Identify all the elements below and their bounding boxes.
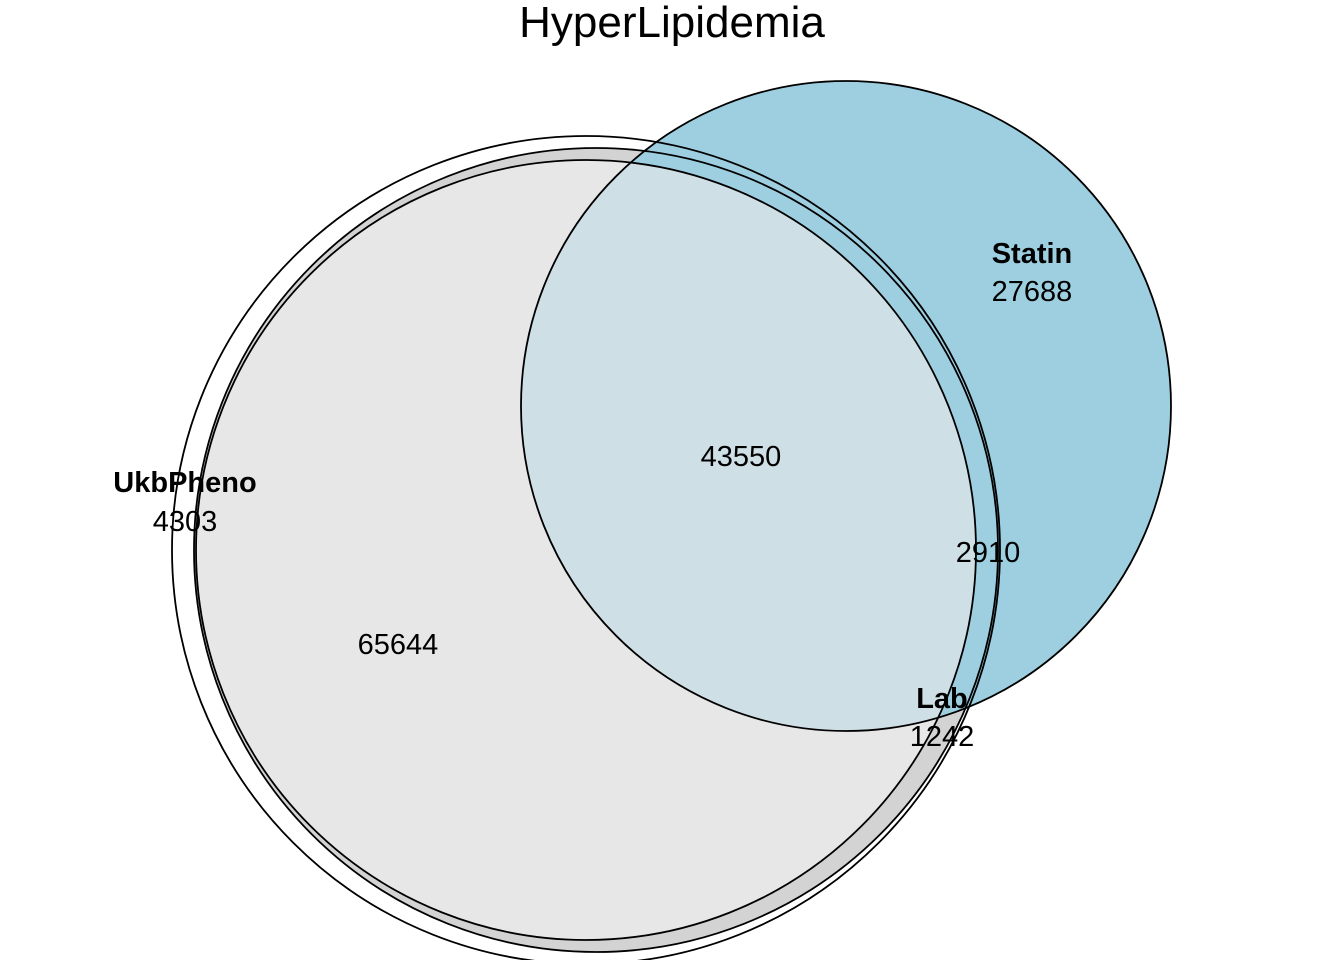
all-three-count: 43550 [701,441,782,473]
inner-outline [195,159,977,941]
statin-label: Statin [992,238,1073,270]
lab-count: 1242 [910,721,975,753]
ukbpheno-outline [171,135,1001,960]
lab-outline [193,147,999,953]
statin-count: 27688 [992,276,1073,308]
diagram-title: HyperLipidemia [519,0,825,47]
ukbpheno-lab-count: 65644 [358,629,439,661]
ukbpheno-count: 4303 [153,506,218,538]
ukbpheno-label: UkbPheno [113,467,256,499]
lab-statin-count: 2910 [956,537,1021,569]
all-sets-overlap-region [521,160,976,731]
lab-label: Lab [916,683,968,715]
statin-outline [520,80,1172,732]
